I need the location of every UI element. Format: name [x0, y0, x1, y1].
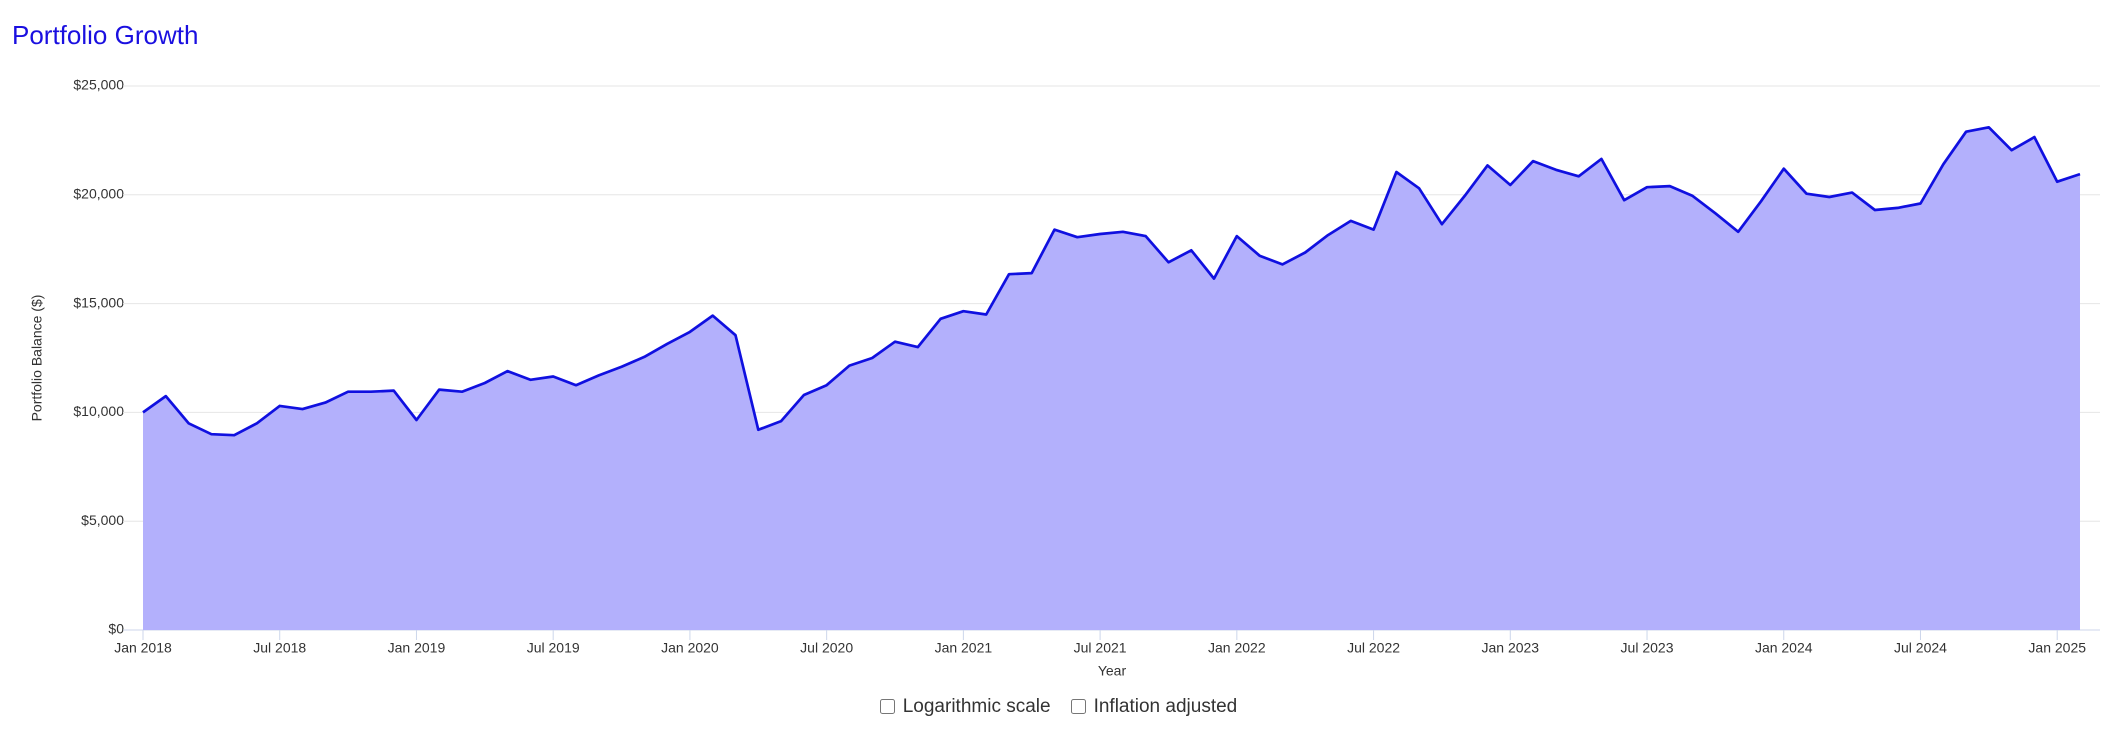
checkbox-label: Logarithmic scale: [902, 696, 1051, 717]
controls: Logarithmic scale Inflation adjusted: [0, 696, 2117, 718]
x-tick-label: Jul 2021: [1074, 640, 1127, 656]
y-tick-label: $0: [108, 621, 124, 637]
x-tick-label: Jul 2023: [1621, 640, 1674, 656]
y-tick-label: $10,000: [73, 403, 124, 419]
x-tick-label: Jan 2019: [388, 640, 446, 656]
y-tick-label: $20,000: [73, 186, 124, 202]
x-tick-label: Jan 2021: [935, 640, 993, 656]
checkbox-control[interactable]: Inflation adjusted: [1070, 696, 1238, 717]
checkbox-control[interactable]: Logarithmic scale: [879, 696, 1051, 717]
line: [142, 125, 2081, 437]
area: [143, 127, 2080, 631]
y-tick-label: $5,000: [81, 512, 124, 528]
x-tick-label: Jan 2018: [114, 640, 172, 656]
x-tick-label: Jan 2023: [1481, 640, 1539, 656]
x-tick-label: Jan 2020: [661, 640, 719, 656]
x-tick-label: Jul 2018: [253, 640, 306, 656]
x-tick-label: Jul 2019: [527, 640, 580, 656]
x-tick-label: Jul 2022: [1347, 640, 1400, 656]
checkbox-label: Inflation adjusted: [1093, 696, 1238, 717]
y-axis-label: Portfolio Balance ($): [29, 295, 45, 422]
checkbox[interactable]: [879, 699, 895, 715]
chart: Portfolio Balance ($) Year $0 $5,000 $10,0…: [29, 77, 2100, 679]
x-tick-label: Jul 2020: [800, 640, 853, 656]
x-tick-label: Jan 2025: [2028, 640, 2086, 656]
x-tick-label: Jan 2024: [1755, 640, 1813, 656]
chart-title: Portfolio Growth: [12, 20, 199, 50]
y-tick-label: $15,000: [73, 294, 124, 310]
checkbox[interactable]: [1070, 699, 1086, 715]
x-tick-label: Jan 2022: [1208, 640, 1266, 656]
x-tick-label: Jul 2024: [1894, 640, 1947, 656]
x-axis-label: Year: [1098, 663, 1127, 679]
y-tick-label: $25,000: [73, 77, 124, 93]
